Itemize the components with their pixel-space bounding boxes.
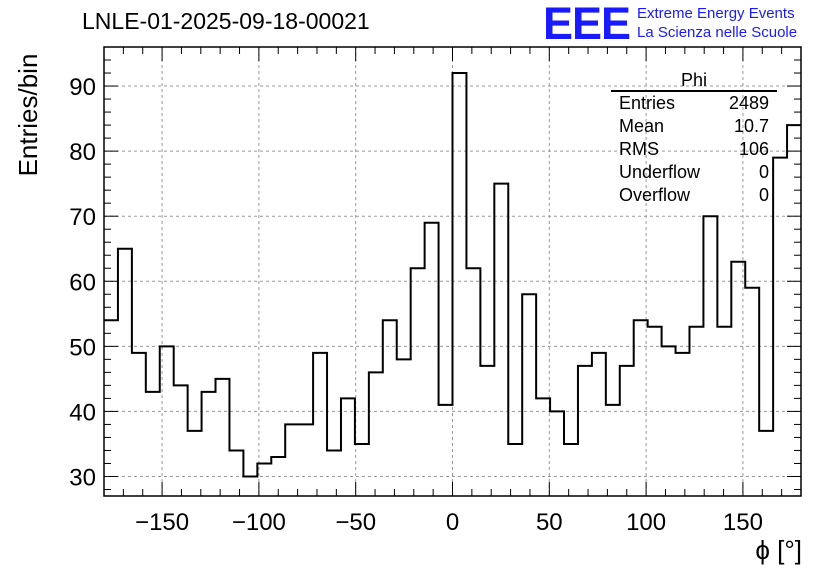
histogram-bin [606,405,620,496]
x-tick-label: 0 [446,509,459,536]
stats-row: Overflow 0 [611,184,777,207]
x-axis-label: ϕ [°] [755,535,802,565]
histogram-bin [662,346,676,496]
histogram-bin [202,392,216,496]
histogram-bin [160,346,174,496]
histogram-bin [146,392,160,496]
histogram-bin [648,327,662,496]
histogram-bin [439,405,453,496]
x-tick-label: 100 [626,509,666,536]
stats-value: 0 [758,162,769,182]
histogram-bin [425,223,439,496]
stats-row: Underflow 0 [611,161,777,184]
histogram-bin [550,411,564,496]
histogram-bin [355,444,369,496]
stats-label: Overflow [619,185,691,205]
stats-box: Phi Entries 2489 Mean 10.7 RMS 106 Underflo… [611,70,777,207]
x-tick-label: −50 [335,509,376,536]
histogram-bin [703,216,717,496]
histogram-bin [564,444,578,496]
x-tick-label: 150 [723,509,763,536]
histogram-bin [397,359,411,496]
y-tick-label: 40 [69,399,96,426]
x-tick-label: −150 [135,509,189,536]
chart-title: LNLE-01-2025-09-18-00021 [82,8,370,34]
stats-label: RMS [619,139,659,159]
histogram-bin [257,463,271,496]
stats-label: Underflow [619,162,701,182]
histogram-bin [536,398,550,496]
histogram-bin [620,366,634,496]
histogram-bin [522,294,536,496]
stats-value: 0 [758,185,769,205]
stats-value: 2489 [728,93,769,113]
histogram-bin [369,372,383,496]
logo-text: Extreme Energy Events La Scienza nelle S… [637,4,797,42]
histogram-bin [313,353,327,496]
stats-row: RMS 106 [611,138,777,161]
histogram-bin [411,268,425,496]
histogram-bin [174,385,188,496]
x-tick-label: −100 [232,509,286,536]
histogram-bin [745,288,759,496]
histogram-bin [480,366,494,496]
histogram-bin [243,476,257,496]
y-tick-label: 70 [69,204,96,231]
histogram-bin [229,450,243,496]
histogram-bin [773,158,787,496]
logo-line1: Extreme Energy Events [637,5,795,22]
histogram-bin [216,379,230,496]
stats-value: 10.7 [733,116,769,136]
y-axis-label: Entries/bin [13,53,43,177]
stats-value: 106 [738,139,769,159]
logo-line2: La Scienza nelle Scuole [637,24,798,41]
histogram-bin [453,73,467,496]
histogram-bin [285,424,299,496]
histogram-bin [383,320,397,496]
y-tick-label: 50 [69,334,96,361]
stats-row: Entries 2489 [611,92,777,115]
stats-label: Entries [619,93,676,113]
histogram-line [104,72,801,478]
histogram-bin [731,262,745,496]
histogram-bin [508,444,522,496]
histogram-bin [759,431,773,496]
histogram-bin [118,249,132,496]
histogram-bin [494,184,508,496]
histogram-bin [717,327,731,496]
histogram-bin [327,450,341,496]
stats-name: Phi [611,70,777,92]
eee-logo: EEE [543,0,631,49]
histogram-bin [299,424,313,496]
histogram-bin [676,353,690,496]
histogram-bin [634,320,648,496]
histogram-bin [341,398,355,496]
y-tick-label: 60 [69,269,96,296]
histogram-bin [787,125,801,496]
histogram-bin [466,268,480,496]
stats-label: Mean [619,116,665,136]
y-tick-label: 30 [69,464,96,491]
stats-row: Mean 10.7 [611,115,777,138]
y-tick-label: 80 [69,139,96,166]
axes: −150 −100 −50 0 50 100 150 30 40 50 60 70 80 90 [69,46,802,536]
histogram-bars [104,72,801,496]
histogram-bin [689,327,703,496]
histogram-bin [132,353,146,496]
histogram-bin [592,353,606,496]
histogram-bin [188,431,202,496]
histogram-bin [578,366,592,496]
x-tick-label: 50 [536,509,563,536]
y-tick-label: 90 [69,74,96,101]
